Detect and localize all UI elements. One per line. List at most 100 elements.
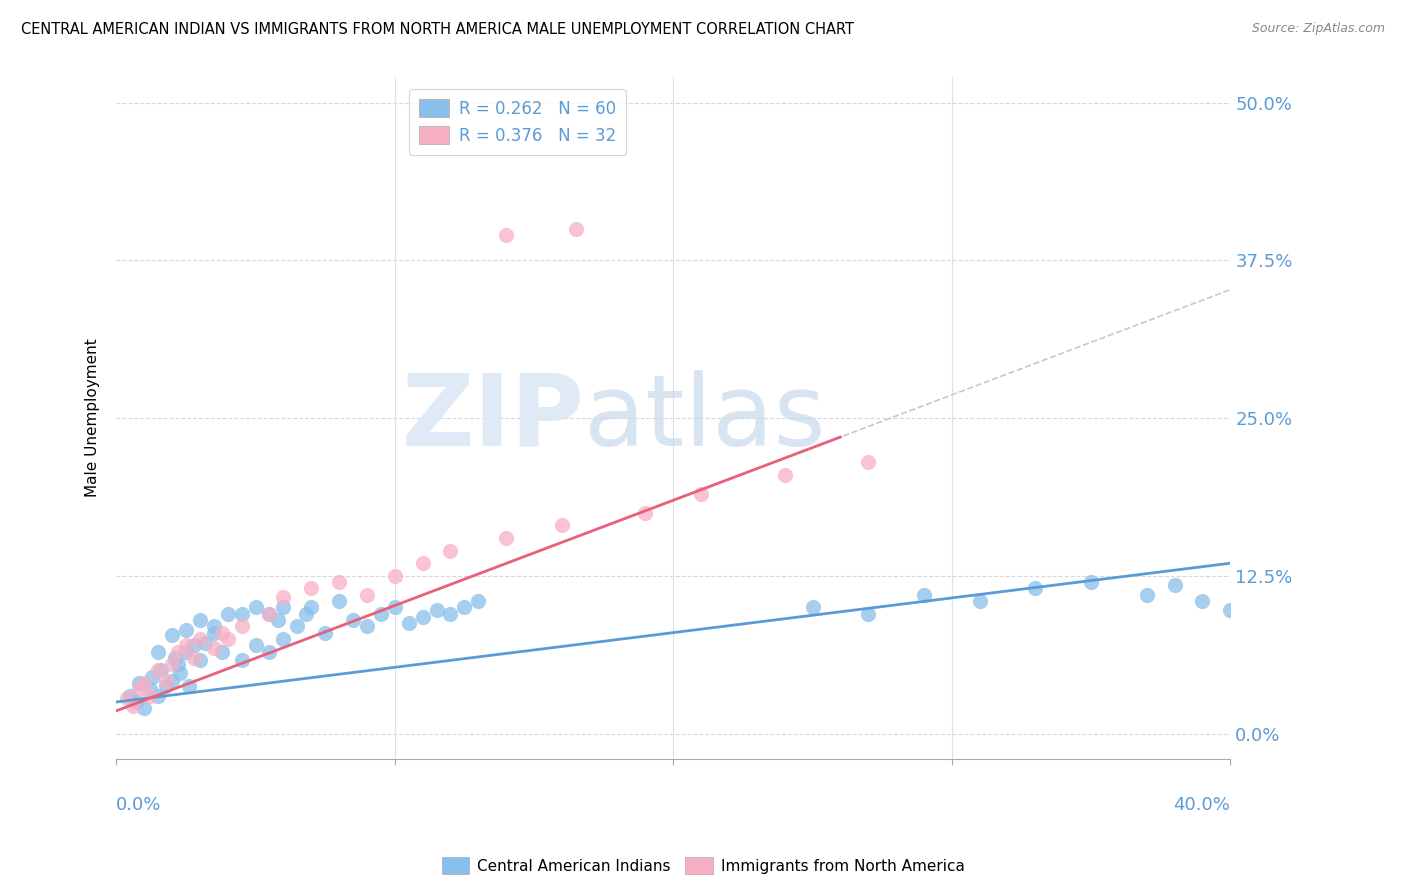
- Point: [273, 600, 295, 615]
- Y-axis label: Male Unemployment: Male Unemployment: [86, 339, 100, 498]
- Point: [439, 607, 461, 621]
- Point: [858, 607, 880, 621]
- Point: [138, 682, 160, 697]
- Point: [155, 673, 177, 688]
- Point: [412, 556, 434, 570]
- Point: [328, 575, 350, 590]
- Point: [202, 625, 225, 640]
- Point: [245, 638, 267, 652]
- Point: [231, 607, 253, 621]
- Point: [773, 467, 796, 482]
- Point: [146, 664, 169, 678]
- Point: [1080, 575, 1102, 590]
- Point: [245, 600, 267, 615]
- Point: [551, 518, 574, 533]
- Point: [160, 673, 183, 688]
- Point: [188, 653, 211, 667]
- Point: [122, 698, 145, 713]
- Point: [453, 600, 475, 615]
- Point: [166, 644, 188, 658]
- Point: [285, 619, 308, 633]
- Point: [1163, 577, 1185, 591]
- Point: [565, 222, 588, 236]
- Point: [174, 623, 197, 637]
- Point: [169, 665, 191, 680]
- Point: [174, 644, 197, 658]
- Text: ZIP: ZIP: [401, 369, 583, 467]
- Point: [134, 701, 156, 715]
- Point: [267, 613, 290, 627]
- Point: [273, 632, 295, 646]
- Point: [188, 632, 211, 646]
- Point: [217, 607, 239, 621]
- Point: [217, 632, 239, 646]
- Text: CENTRAL AMERICAN INDIAN VS IMMIGRANTS FROM NORTH AMERICA MALE UNEMPLOYMENT CORRE: CENTRAL AMERICAN INDIAN VS IMMIGRANTS FR…: [21, 22, 853, 37]
- Text: 0.0%: 0.0%: [117, 797, 162, 814]
- Text: atlas: atlas: [583, 369, 825, 467]
- Point: [439, 543, 461, 558]
- Point: [202, 640, 225, 655]
- Point: [259, 607, 281, 621]
- Point: [801, 600, 824, 615]
- Point: [495, 531, 517, 545]
- Point: [299, 582, 322, 596]
- Point: [259, 644, 281, 658]
- Point: [146, 644, 169, 658]
- Point: [1136, 588, 1159, 602]
- Point: [384, 600, 406, 615]
- Point: [202, 619, 225, 633]
- Text: Source: ZipAtlas.com: Source: ZipAtlas.com: [1251, 22, 1385, 36]
- Point: [969, 594, 991, 608]
- Point: [155, 679, 177, 693]
- Point: [495, 228, 517, 243]
- Point: [1024, 582, 1046, 596]
- Point: [188, 613, 211, 627]
- Point: [160, 628, 183, 642]
- Point: [163, 650, 186, 665]
- Point: [690, 487, 713, 501]
- Point: [342, 613, 364, 627]
- Point: [211, 625, 233, 640]
- Point: [467, 594, 489, 608]
- Legend: Central American Indians, Immigrants from North America: Central American Indians, Immigrants fro…: [436, 851, 970, 880]
- Point: [231, 653, 253, 667]
- Point: [128, 676, 150, 690]
- Point: [912, 588, 935, 602]
- Point: [370, 607, 392, 621]
- Point: [398, 615, 420, 630]
- Point: [1191, 594, 1213, 608]
- Point: [356, 619, 378, 633]
- Point: [183, 638, 205, 652]
- Point: [634, 506, 657, 520]
- Point: [125, 695, 148, 709]
- Point: [231, 619, 253, 633]
- Point: [412, 610, 434, 624]
- Point: [117, 691, 139, 706]
- Point: [146, 689, 169, 703]
- Point: [426, 603, 449, 617]
- Point: [183, 650, 205, 665]
- Point: [194, 636, 217, 650]
- Point: [328, 594, 350, 608]
- Point: [138, 689, 160, 703]
- Point: [314, 625, 336, 640]
- Point: [177, 679, 200, 693]
- Point: [384, 569, 406, 583]
- Point: [211, 644, 233, 658]
- Point: [356, 588, 378, 602]
- Point: [294, 607, 316, 621]
- Point: [858, 455, 880, 469]
- Point: [128, 682, 150, 697]
- Point: [166, 657, 188, 672]
- Point: [134, 676, 156, 690]
- Legend: R = 0.262   N = 60, R = 0.376   N = 32: R = 0.262 N = 60, R = 0.376 N = 32: [409, 89, 626, 155]
- Point: [120, 689, 142, 703]
- Point: [299, 600, 322, 615]
- Point: [259, 607, 281, 621]
- Point: [141, 670, 163, 684]
- Point: [1219, 603, 1241, 617]
- Point: [160, 657, 183, 672]
- Point: [273, 591, 295, 605]
- Point: [174, 638, 197, 652]
- Text: 40.0%: 40.0%: [1174, 797, 1230, 814]
